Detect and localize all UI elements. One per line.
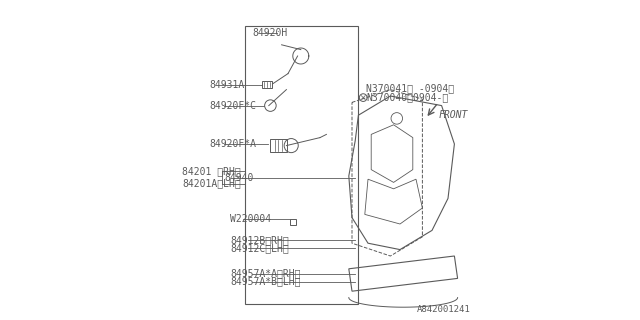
Bar: [269, 139, 287, 152]
Text: 84931A: 84931A: [210, 80, 245, 90]
Text: W220004: W220004: [230, 214, 271, 224]
Text: 84920F*A: 84920F*A: [210, 139, 257, 149]
Text: 84957A*A〈RH〉: 84957A*A〈RH〉: [230, 268, 301, 279]
Text: 84920H: 84920H: [253, 28, 288, 38]
Text: 84957A*B〈LH〉: 84957A*B〈LH〉: [230, 276, 301, 287]
Text: FRONT: FRONT: [438, 110, 468, 120]
Bar: [245, 26, 358, 304]
Text: N370041（ -0904）: N370041（ -0904）: [366, 83, 454, 93]
Text: 84912C〈LH〉: 84912C〈LH〉: [230, 243, 289, 253]
Text: 84201 〈RH〉: 84201 〈RH〉: [182, 166, 241, 176]
Text: 84201A〈LH〉: 84201A〈LH〉: [182, 178, 241, 188]
Text: N370040（0904-）: N370040（0904-）: [366, 92, 449, 103]
Text: 84912B〈RH〉: 84912B〈RH〉: [230, 235, 289, 245]
Text: 84940: 84940: [224, 172, 253, 183]
Bar: [262, 81, 273, 88]
Text: A842001241: A842001241: [417, 305, 470, 314]
Text: 84920F*C: 84920F*C: [210, 100, 257, 111]
